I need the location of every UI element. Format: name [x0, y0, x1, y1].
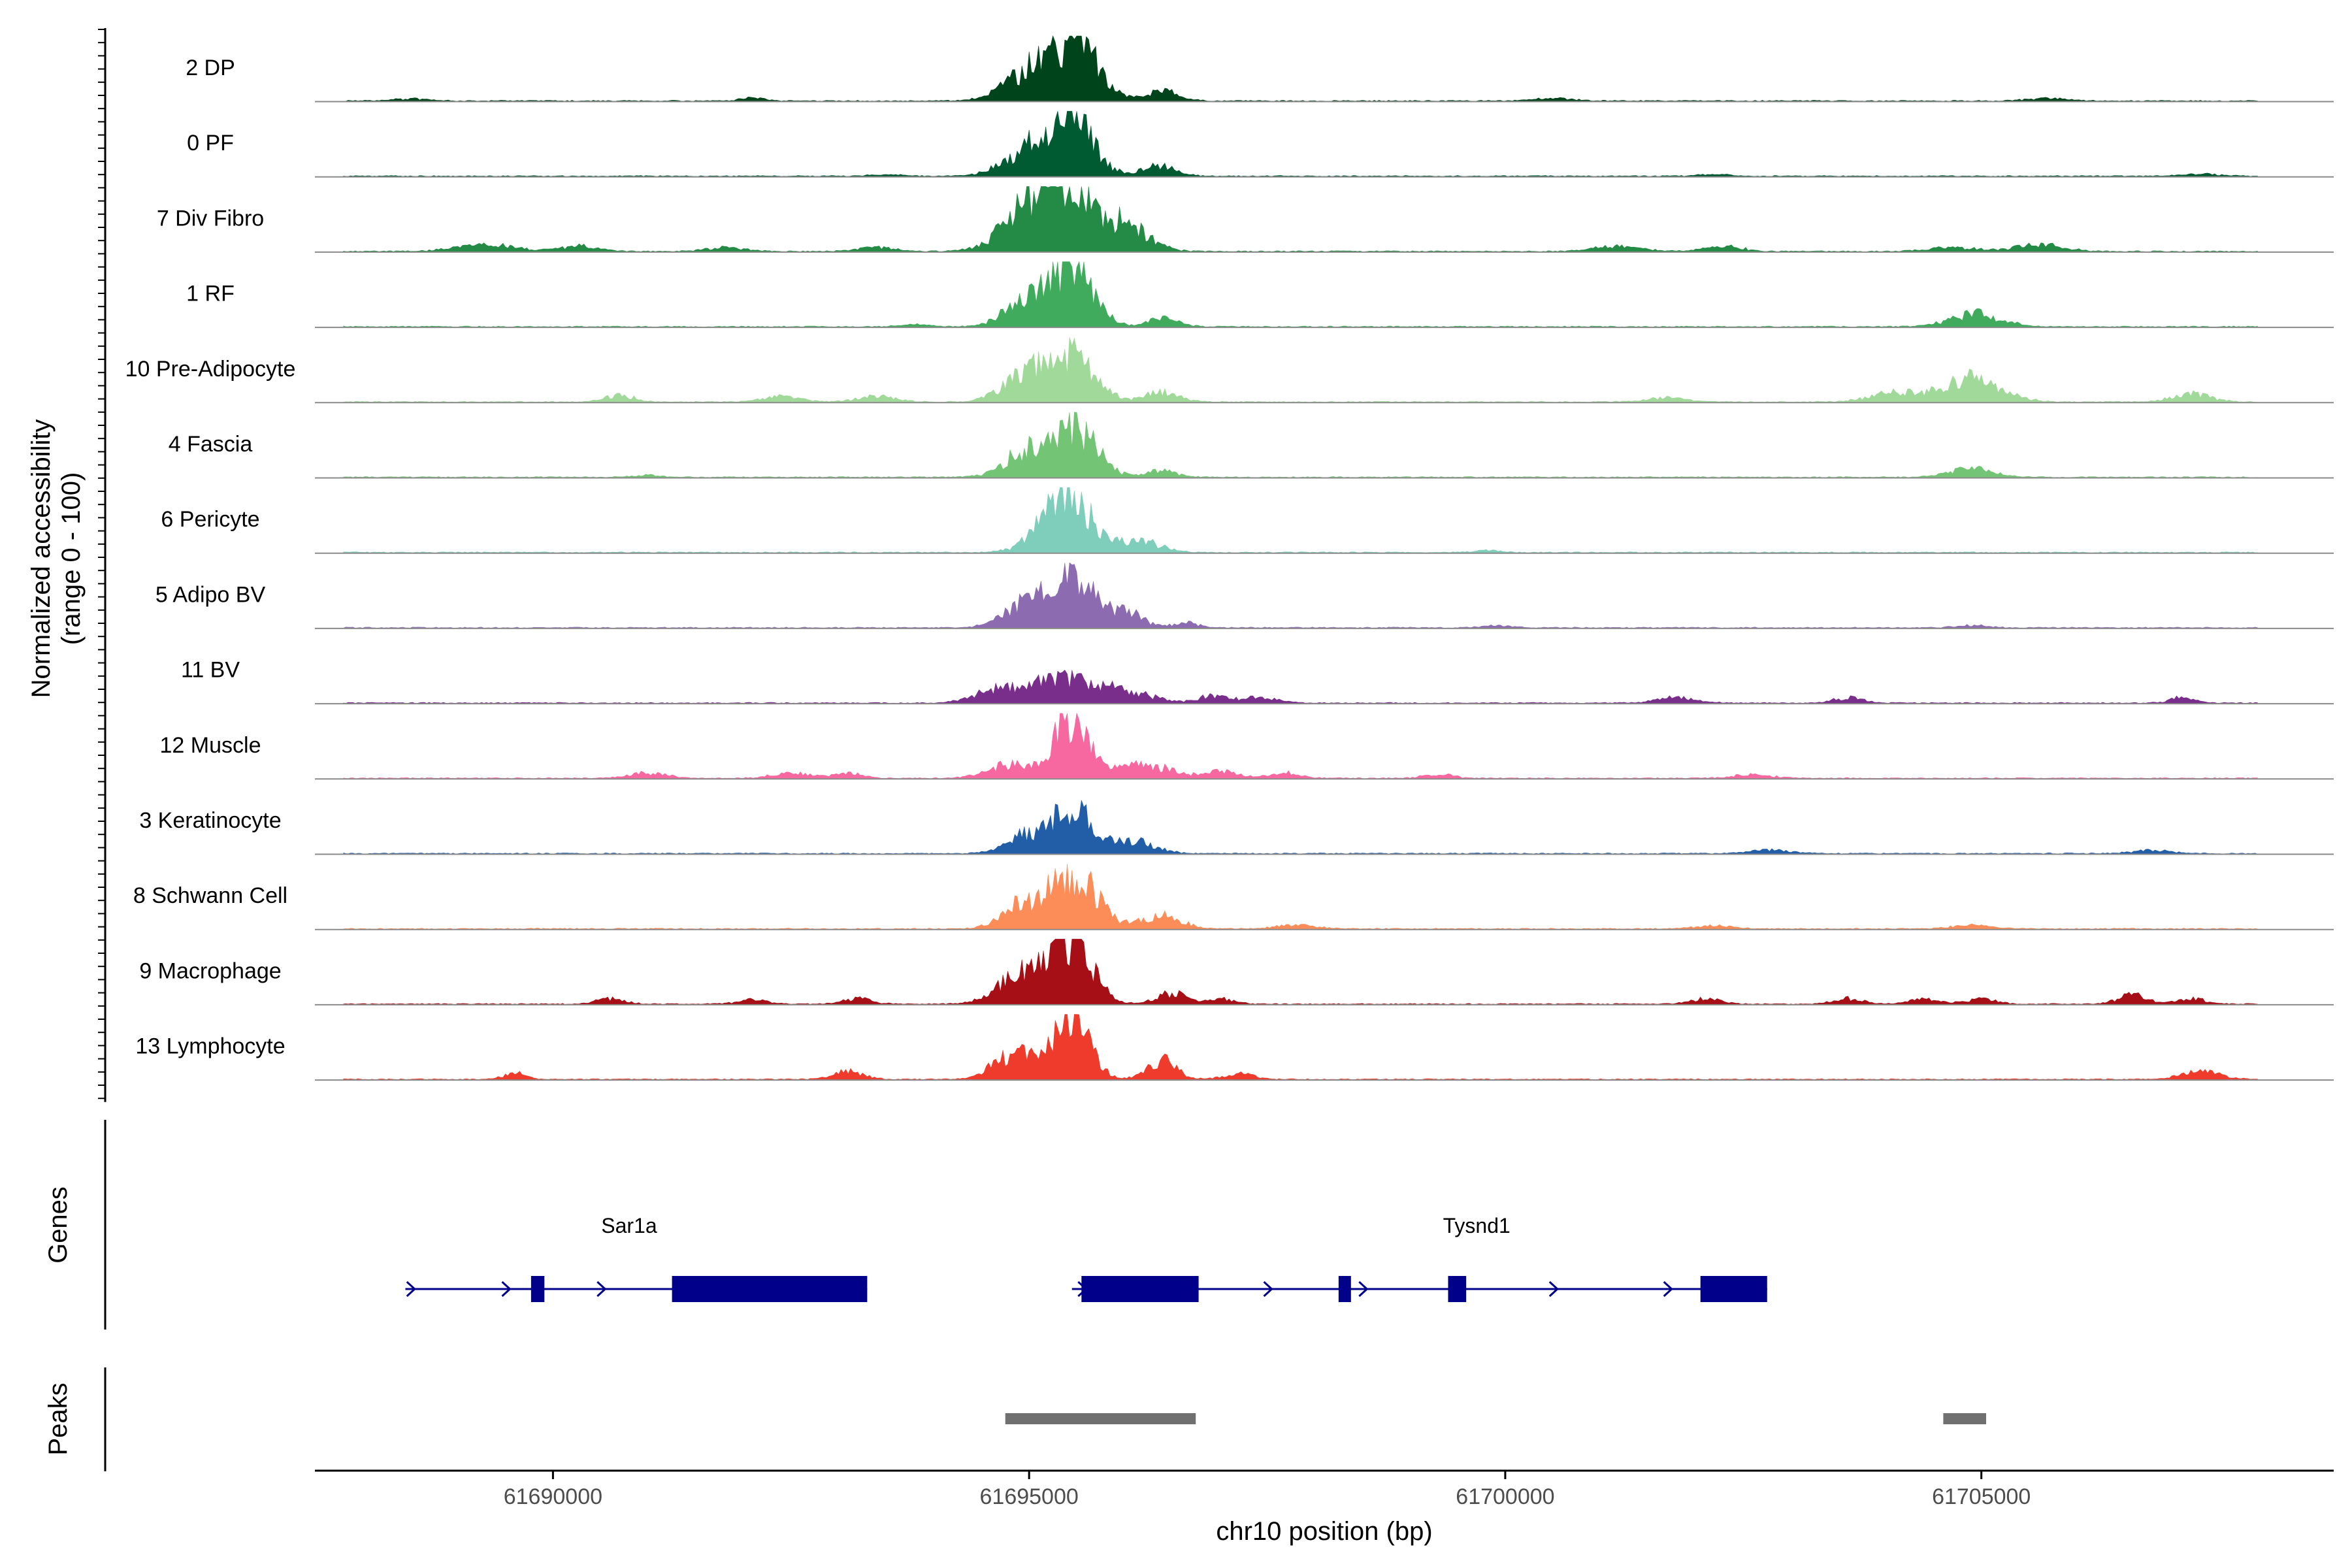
- track-13: 9 Macrophage: [139, 939, 2334, 1005]
- track-14: 13 Lymphocyte: [135, 1014, 2334, 1081]
- gene-strand-arrow-4: [1548, 1281, 1560, 1298]
- genes-panel-title: Genes: [44, 1186, 73, 1264]
- gene-sar1a: Sar1a: [405, 1214, 868, 1302]
- gene-strand-arrow-1: [406, 1281, 416, 1298]
- track-label-11: 3 Keratinocyte: [139, 808, 281, 833]
- track-signal-12: [343, 864, 2258, 930]
- track-1: 2 DP: [186, 35, 2334, 103]
- track-label-1: 2 DP: [186, 56, 235, 80]
- track-signal-7: [343, 487, 2258, 553]
- track-label-4: 1 RF: [186, 282, 235, 306]
- gene-exon-4: [1700, 1276, 1767, 1302]
- peak-region-2: [1943, 1413, 1986, 1424]
- y-axis-title-line2: (range 0 - 100): [57, 472, 86, 645]
- peaks-panel: [104, 1367, 1986, 1471]
- track-label-7: 6 Pericyte: [161, 507, 259, 532]
- track-signal-13: [343, 939, 2258, 1005]
- gene-strand-arrow-3: [1358, 1281, 1369, 1298]
- gene-exon-1: [531, 1276, 545, 1302]
- track-label-6: 4 Fascia: [169, 432, 253, 457]
- gene-strand-arrow-3: [596, 1281, 607, 1298]
- x-tick-label-4: 61705000: [1932, 1484, 2031, 1509]
- track-signal-1: [343, 35, 2258, 102]
- track-4: 1 RF: [186, 261, 2334, 329]
- y-axis-title-line1: Normalized accessibility: [27, 419, 56, 698]
- accessibility-y-axis: [98, 28, 106, 1102]
- track-label-14: 13 Lymphocyte: [135, 1034, 285, 1059]
- track-signal-8: [343, 562, 2258, 629]
- track-5: 10 Pre-Adipocyte: [125, 337, 2334, 404]
- gene-exon-3: [1448, 1276, 1467, 1302]
- track-10: 12 Muscle: [160, 712, 2334, 780]
- track-label-12: 8 Schwann Cell: [133, 883, 287, 908]
- track-signal-11: [343, 800, 2258, 855]
- track-7: 6 Pericyte: [161, 487, 2334, 554]
- track-label-5: 10 Pre-Adipocyte: [125, 357, 296, 382]
- x-axis: 61690000 61695000 61700000 61705000: [315, 1469, 2334, 1509]
- gene-strand-arrow-5: [1663, 1281, 1673, 1298]
- track-label-9: 11 BV: [181, 658, 240, 683]
- track-signal-5: [343, 337, 2258, 403]
- gene-strand-arrow-2: [501, 1281, 512, 1298]
- gene-exon-1: [1081, 1276, 1199, 1302]
- gene-label-sar1a: Sar1a: [601, 1214, 657, 1237]
- track-12: 8 Schwann Cell: [133, 864, 2334, 930]
- gene-label-tysnd1: Tysnd1: [1443, 1214, 1511, 1237]
- track-signal-14: [343, 1014, 2258, 1080]
- x-tick-label-3: 61700000: [1456, 1484, 1554, 1509]
- track-3: 7 Div Fibro: [157, 186, 2334, 253]
- track-11: 3 Keratinocyte: [139, 800, 2334, 855]
- gene-tysnd1: Tysnd1: [1071, 1214, 1767, 1302]
- gene-strand-arrow-2: [1263, 1281, 1273, 1298]
- track-label-2: 0 PF: [187, 131, 234, 155]
- x-tick-label-1: 61690000: [504, 1484, 602, 1509]
- track-label-10: 12 Muscle: [160, 733, 261, 758]
- track-signal-4: [343, 261, 2258, 327]
- track-signal-10: [343, 712, 2258, 779]
- track-signal-6: [343, 412, 2258, 478]
- x-tick-label-2: 61695000: [980, 1484, 1079, 1509]
- track-signal-2: [343, 110, 2258, 177]
- track-9: 11 BV: [181, 658, 2334, 705]
- track-8: 5 Adipo BV: [155, 562, 2334, 629]
- gene-exon-2: [1338, 1276, 1351, 1302]
- peaks-panel-title: Peaks: [44, 1382, 73, 1455]
- track-signal-3: [343, 186, 2258, 252]
- accessibility-tracks: 2 DP 0 PF 7 Div Fibro 1 RF 10 Pre-Adipocyte 4…: [125, 35, 2334, 1081]
- x-axis-title: chr10 position (bp): [1216, 1517, 1432, 1546]
- track-label-8: 5 Adipo BV: [155, 582, 266, 607]
- track-2: 0 PF: [187, 110, 2334, 178]
- peak-region-1: [1005, 1413, 1196, 1424]
- gene-exon-2: [672, 1276, 868, 1302]
- track-signal-9: [343, 670, 2258, 704]
- genes-panel: Sar1a Tysnd1: [104, 1120, 1767, 1330]
- track-label-13: 9 Macrophage: [139, 958, 281, 983]
- track-label-3: 7 Div Fibro: [157, 206, 264, 231]
- track-6: 4 Fascia: [169, 412, 2334, 479]
